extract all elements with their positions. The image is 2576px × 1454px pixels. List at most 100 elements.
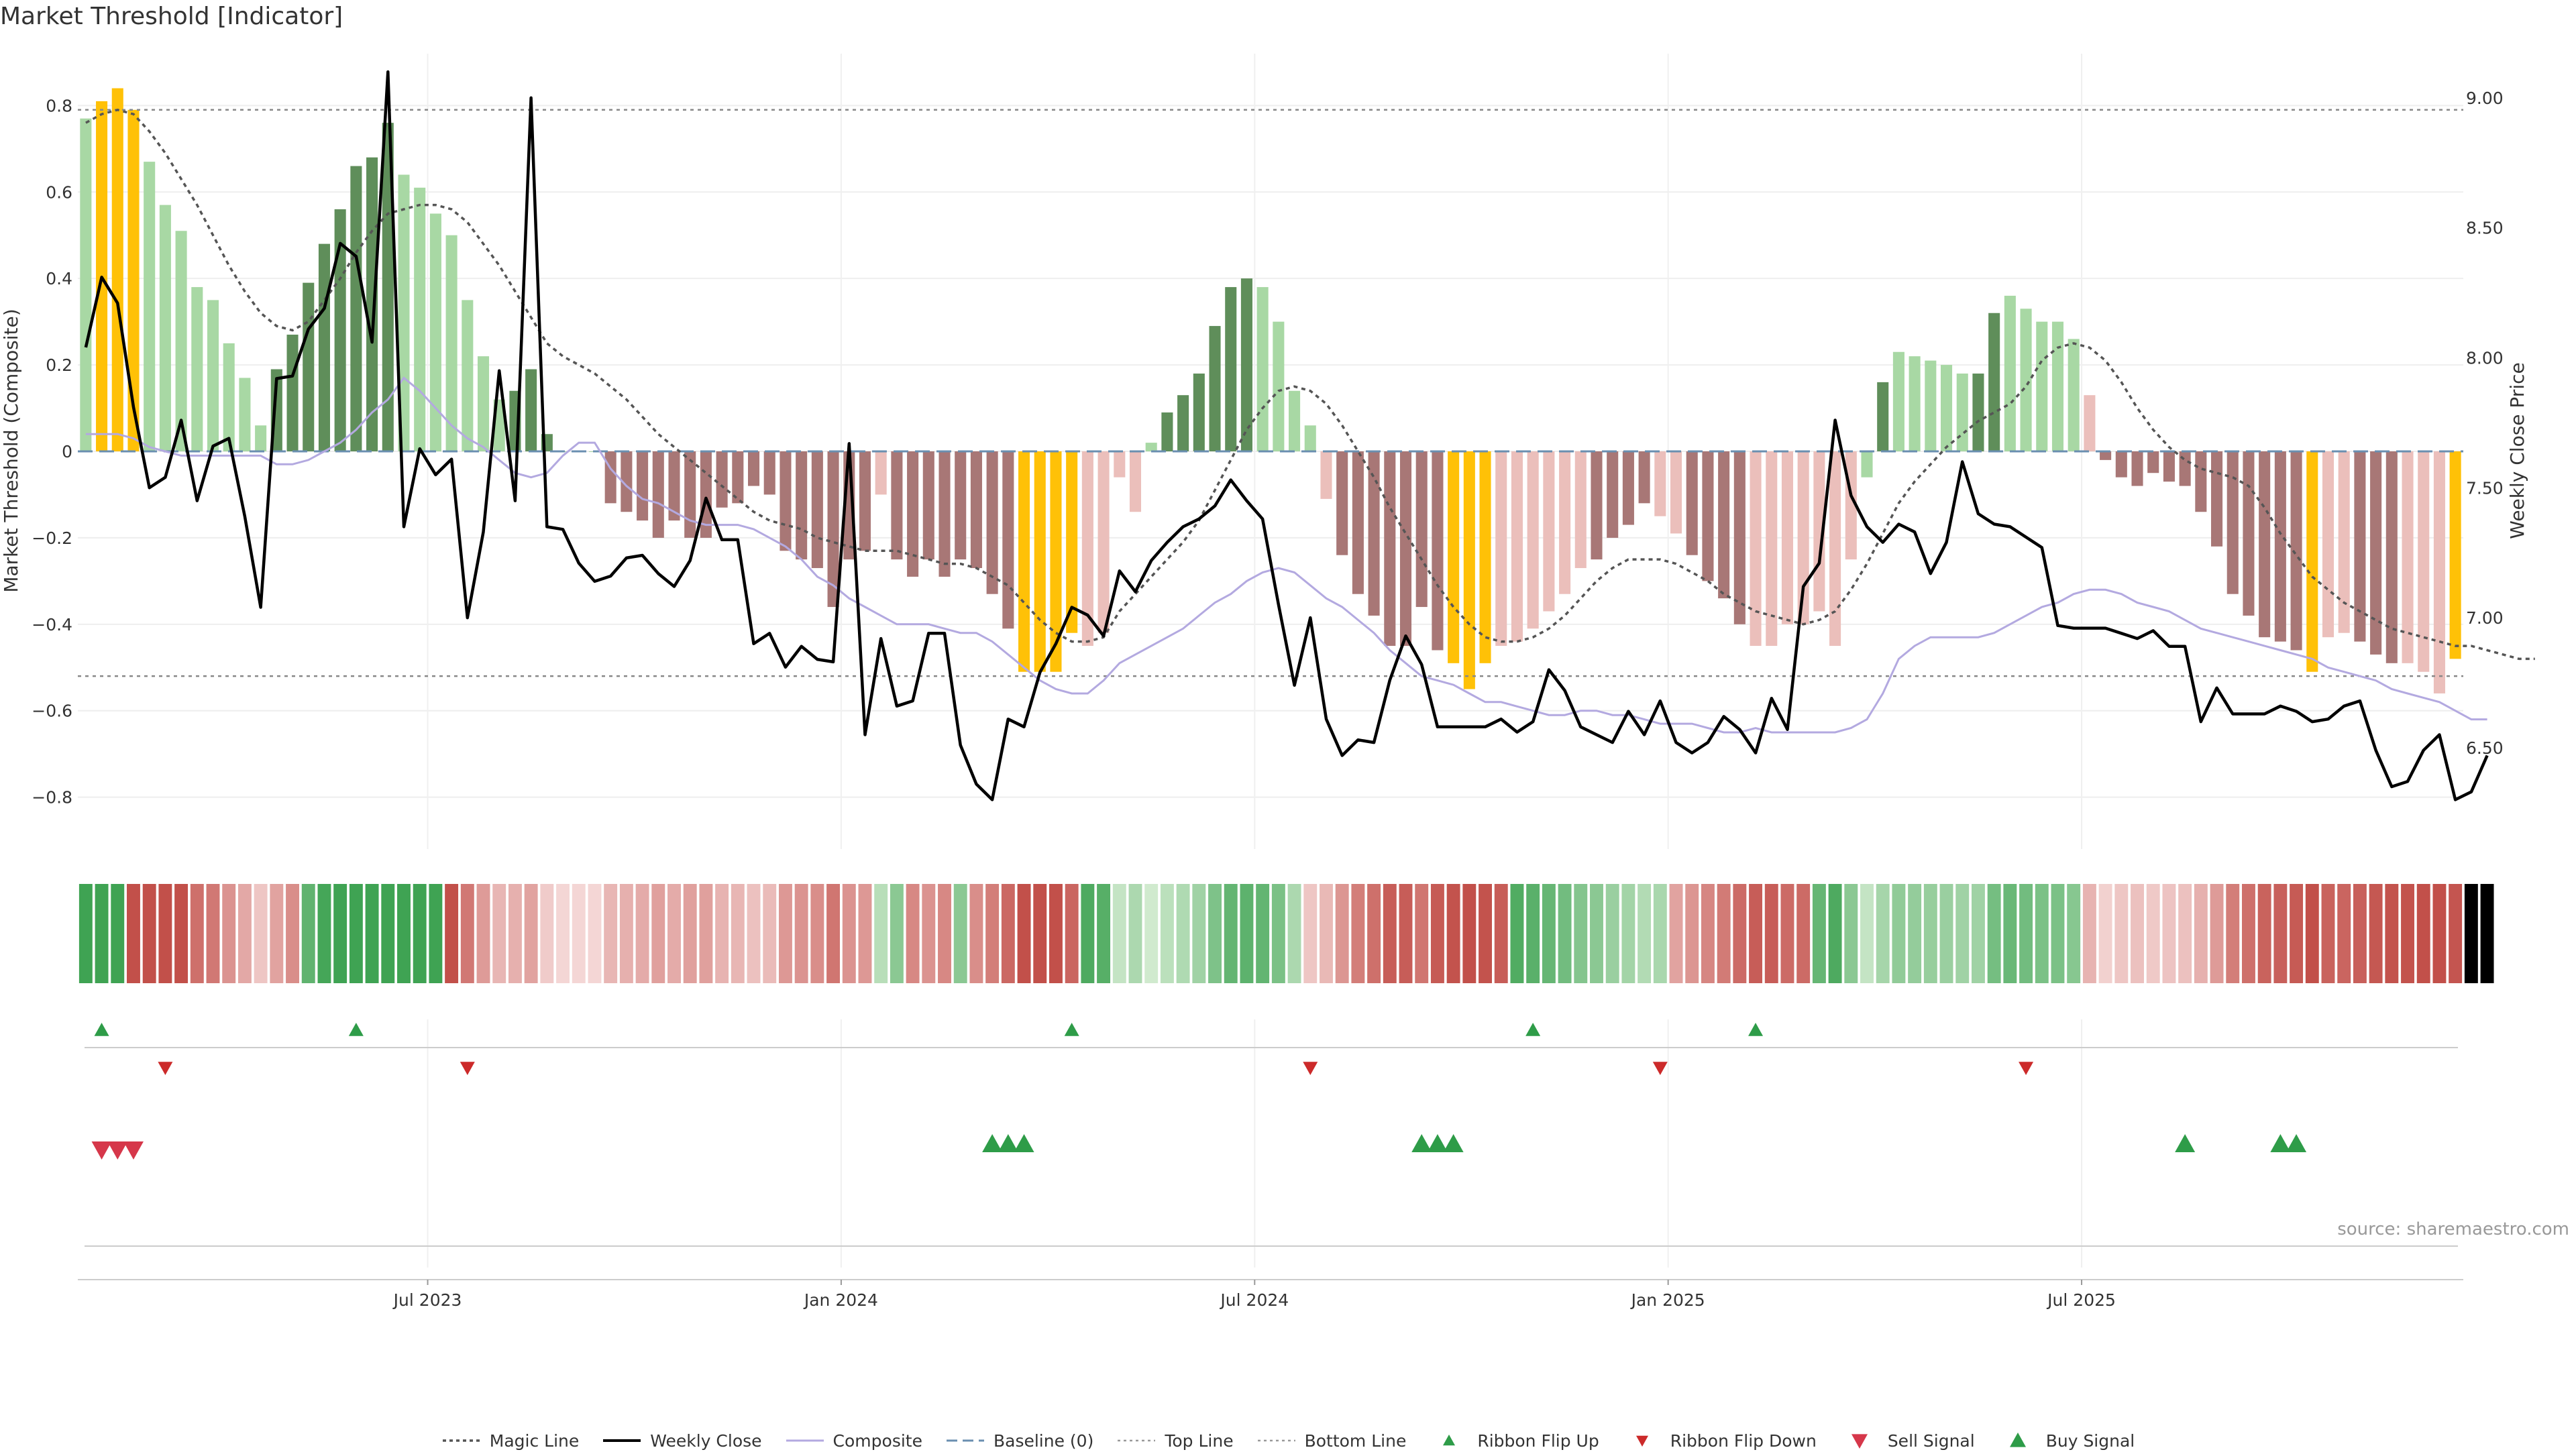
buy-signal-marker	[2270, 1134, 2291, 1152]
threshold-bar	[1574, 451, 1587, 569]
threshold-bar	[1336, 451, 1348, 555]
ribbon-cell	[1923, 884, 1937, 983]
ribbon-flip-down-marker	[460, 1062, 475, 1075]
threshold-bar	[223, 343, 235, 451]
ribbon-cell	[127, 884, 140, 983]
ribbon-cell	[1542, 884, 1556, 983]
ribbon-cell	[2003, 884, 2017, 983]
ribbon-flip-down-marker	[1652, 1062, 1668, 1075]
ribbon-cell	[2273, 884, 2288, 983]
ribbon-cell	[2162, 884, 2176, 983]
light-dotted-line-icon	[1118, 1439, 1156, 1442]
ribbon-cell	[1240, 884, 1254, 983]
ribbon-cell	[1955, 884, 1970, 983]
ribbon-cell	[190, 884, 204, 983]
ribbon-cell	[1446, 884, 1460, 983]
threshold-bar	[2179, 451, 2191, 486]
ribbon-cell	[1224, 884, 1238, 983]
legend-label: Sell Signal	[1887, 1431, 1975, 1451]
threshold-bar	[2131, 451, 2143, 486]
solid-line-icon	[603, 1439, 641, 1442]
triangle-up-large-icon	[2009, 1433, 2026, 1447]
ribbon-cell	[794, 884, 808, 983]
ribbon-cell	[1128, 884, 1142, 983]
ribbon-cell	[2449, 884, 2463, 983]
ribbon-cell	[1367, 884, 1381, 983]
ribbon-cell	[2257, 884, 2271, 983]
threshold-bar	[2243, 451, 2255, 616]
legend-item: Composite	[785, 1431, 922, 1451]
threshold-bar	[2084, 395, 2096, 451]
ribbon-cell	[1462, 884, 1477, 983]
threshold-bar	[80, 118, 92, 451]
threshold-bar	[2195, 451, 2207, 512]
threshold-bar	[1081, 451, 1093, 647]
ribbon-cell	[2146, 884, 2160, 983]
threshold-bar	[255, 425, 267, 451]
threshold-bar	[955, 451, 967, 560]
ribbon-cell	[460, 884, 474, 983]
y-tick-label-right: 9.00	[2466, 89, 2504, 108]
triangle-down-large-icon	[1851, 1434, 1868, 1449]
ribbon-cell	[365, 884, 379, 983]
threshold-bar	[1018, 451, 1030, 672]
y-tick-label-right: 7.00	[2466, 608, 2504, 628]
buy-signal-marker	[1411, 1134, 1432, 1152]
light-dotted-line-icon	[1257, 1439, 1295, 1442]
legend-label: Magic Line	[489, 1431, 580, 1451]
ribbon-cell	[1860, 884, 1874, 983]
legend-item: Baseline (0)	[945, 1431, 1093, 1451]
ribbon-cell	[556, 884, 570, 983]
threshold-bar	[1193, 373, 1205, 451]
triangle-up-small-icon	[1443, 1435, 1456, 1446]
ribbon-cell	[1510, 884, 1524, 983]
ribbon-cell	[1065, 884, 1079, 983]
y-tick-label-left: 0.8	[46, 96, 72, 115]
ribbon-cell	[2464, 884, 2478, 983]
ribbon-cell	[2098, 884, 2112, 983]
ribbon-cell	[1017, 884, 1031, 983]
legend-label: Top Line	[1165, 1431, 1234, 1451]
ribbon-cell	[1144, 884, 1159, 983]
ribbon-cell	[1574, 884, 1588, 983]
y-tick-label-left: −0.2	[32, 528, 72, 548]
threshold-bar	[796, 451, 808, 560]
legend-item: Magic Line	[441, 1431, 580, 1451]
ribbon-cell	[1287, 884, 1301, 983]
threshold-bar	[2147, 451, 2159, 473]
ribbon-cell	[1685, 884, 1699, 983]
threshold-bar	[429, 213, 441, 451]
ribbon-cell	[2353, 884, 2367, 983]
ribbon-cell	[1590, 884, 1603, 983]
ribbon-cell	[333, 884, 347, 983]
ribbon-cell	[222, 884, 236, 983]
ribbon-cell	[2321, 884, 2335, 983]
threshold-bar	[1320, 451, 1332, 499]
threshold-bar	[1209, 326, 1221, 451]
y-tick-label-left: −0.4	[32, 615, 72, 634]
ribbon-cell	[1176, 884, 1190, 983]
ribbon-cell	[1892, 884, 1906, 983]
threshold-bar	[2020, 309, 2032, 451]
ribbon-cell	[1160, 884, 1174, 983]
ribbon-cell	[1987, 884, 2001, 983]
ribbon-cell	[651, 884, 665, 983]
ribbon-cell	[635, 884, 649, 983]
threshold-bar	[1448, 451, 1460, 663]
threshold-bar	[191, 287, 203, 451]
ribbon-cell	[906, 884, 920, 983]
threshold-bar	[2449, 451, 2461, 659]
threshold-bar	[1766, 451, 1778, 647]
ribbon-cell	[524, 884, 538, 983]
ribbon-cell	[874, 884, 888, 983]
threshold-bar	[1909, 356, 1921, 451]
ribbon-cell	[1256, 884, 1270, 983]
threshold-bar	[414, 187, 426, 451]
series-lines	[78, 70, 2535, 801]
ribbon-cell	[1701, 884, 1715, 983]
ribbon-cell	[1097, 884, 1111, 983]
sell-signal-marker	[107, 1141, 128, 1160]
threshold-bar	[1877, 382, 1889, 451]
threshold-bar	[1066, 451, 1078, 633]
